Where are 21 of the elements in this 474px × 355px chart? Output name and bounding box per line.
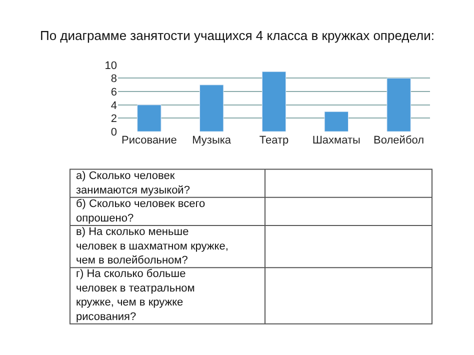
chart-title: По диаграмме занятости учащихся 4 класса в кружках определи:	[40, 28, 434, 43]
text: б) Сколько человек всего опрошено?	[76, 198, 206, 224]
y-tick-label: 6	[110, 86, 117, 98]
x-tick-label: Волейбол	[374, 134, 424, 147]
text: в) На сколько меньше человек в шахматном кружке, чем в волейбольном?	[76, 226, 228, 267]
text: а) Сколько человек занимаются музыкой?	[76, 170, 190, 196]
bar	[386, 78, 411, 132]
bar	[199, 84, 224, 132]
bar	[324, 111, 349, 132]
text: г) На сколько больше человек в театральном кружке, чем в кружке рисования?	[76, 268, 195, 323]
x-tick-label: Театр	[259, 134, 289, 147]
y-tick-label: 0	[110, 126, 117, 138]
y-tick-label: 8	[110, 73, 117, 86]
y-tick-label: 10	[104, 60, 117, 72]
bar	[262, 71, 286, 132]
x-tick-label: Шахматы	[312, 134, 361, 147]
x-tick-label: Рисование	[121, 134, 177, 147]
x-tick-label: Музыка	[192, 134, 232, 147]
y-tick-label: 4	[110, 100, 117, 112]
bar	[137, 104, 162, 132]
y-tick-label: 2	[110, 113, 117, 126]
